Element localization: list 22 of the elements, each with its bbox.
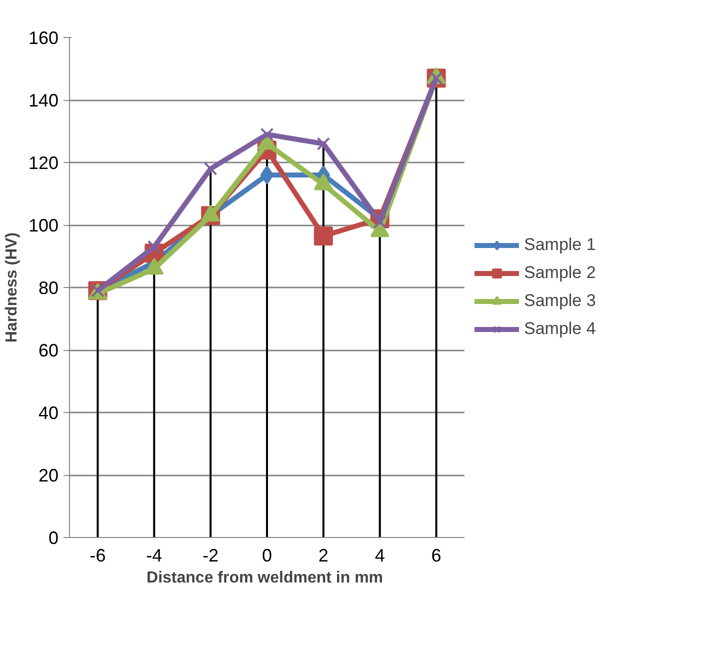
y-axis-title: Hardness (HV) [3, 232, 20, 343]
x-tick-label: -4 [146, 546, 162, 566]
y-tick-label: 60 [38, 340, 59, 360]
x-tick-label: 4 [374, 546, 385, 566]
x-tick-label: -6 [90, 546, 106, 566]
x-axis-title: Distance from weldment in mm [146, 570, 384, 586]
legend-label: Sample 2 [524, 263, 596, 283]
y-tick-label: 0 [48, 528, 59, 548]
legend-label: Sample 4 [524, 319, 596, 339]
y-tick-label: 120 [28, 153, 59, 173]
legend-label: Sample 3 [524, 291, 596, 311]
x-tick-label: -2 [202, 546, 219, 566]
x-tick-label: 2 [318, 546, 328, 566]
y-tick-label: 20 [38, 466, 59, 486]
y-tick-label: 140 [28, 90, 59, 110]
legend-label: Sample 1 [524, 235, 596, 255]
y-tick-label: 80 [38, 278, 59, 298]
y-tick-label: 100 [28, 216, 59, 236]
x-tick-label: 6 [431, 546, 442, 566]
y-tick-label: 160 [28, 28, 59, 48]
y-tick-label: 40 [38, 403, 59, 423]
x-tick-label: 0 [262, 546, 272, 566]
